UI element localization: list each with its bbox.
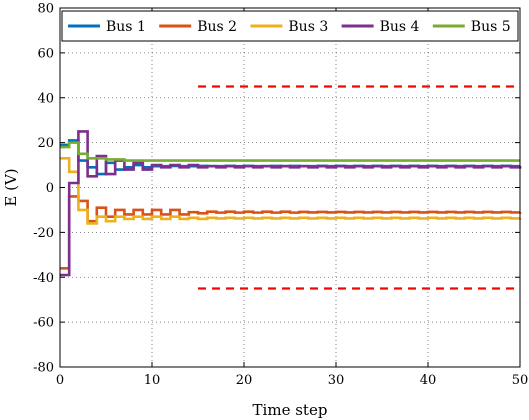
legend: Bus 1 Bus 2 Bus 3 Bus 4 Bus 5	[61, 10, 519, 42]
x-tick-label: 10	[144, 373, 161, 388]
series-line-bus-5	[60, 141, 520, 162]
x-tick-label: 50	[512, 373, 529, 388]
grid-lines	[60, 8, 520, 367]
x-tick-label: 0	[56, 373, 64, 388]
y-tick-label: 80	[37, 2, 54, 17]
y-tick-label: 40	[37, 91, 54, 106]
legend-label-bus-5: Bus 5	[471, 19, 511, 35]
y-tick-label: 20	[37, 136, 54, 151]
y-tick-label: -80	[33, 361, 54, 376]
series-line-bus-2	[60, 195, 522, 270]
y-tick-label: -20	[33, 226, 54, 241]
x-tick-label: 40	[420, 373, 437, 388]
series-line-bus-4	[60, 130, 522, 277]
y-tick-label: 0	[46, 181, 54, 196]
x-axis-label: Time step	[253, 401, 328, 419]
x-tick-label: 20	[236, 373, 253, 388]
y-tick-label: -60	[33, 316, 54, 331]
legend-label-bus-1: Bus 1	[106, 19, 146, 35]
y-tick-label: 60	[37, 46, 54, 61]
x-tick-label: 30	[328, 373, 345, 388]
legend-label-bus-3: Bus 3	[288, 19, 328, 35]
series-line-bus-3	[60, 157, 522, 225]
axis-ticks: 0 10 20 30 40 50 -80 -60 -40 -20 0 20 40 60 80	[33, 2, 528, 389]
reference-lines	[198, 85, 520, 290]
series-lines	[60, 130, 522, 277]
y-axis-label: E (V)	[2, 168, 20, 206]
legend-label-bus-2: Bus 2	[197, 19, 237, 35]
y-tick-label: -40	[33, 271, 54, 286]
legend-label-bus-4: Bus 4	[380, 19, 420, 35]
